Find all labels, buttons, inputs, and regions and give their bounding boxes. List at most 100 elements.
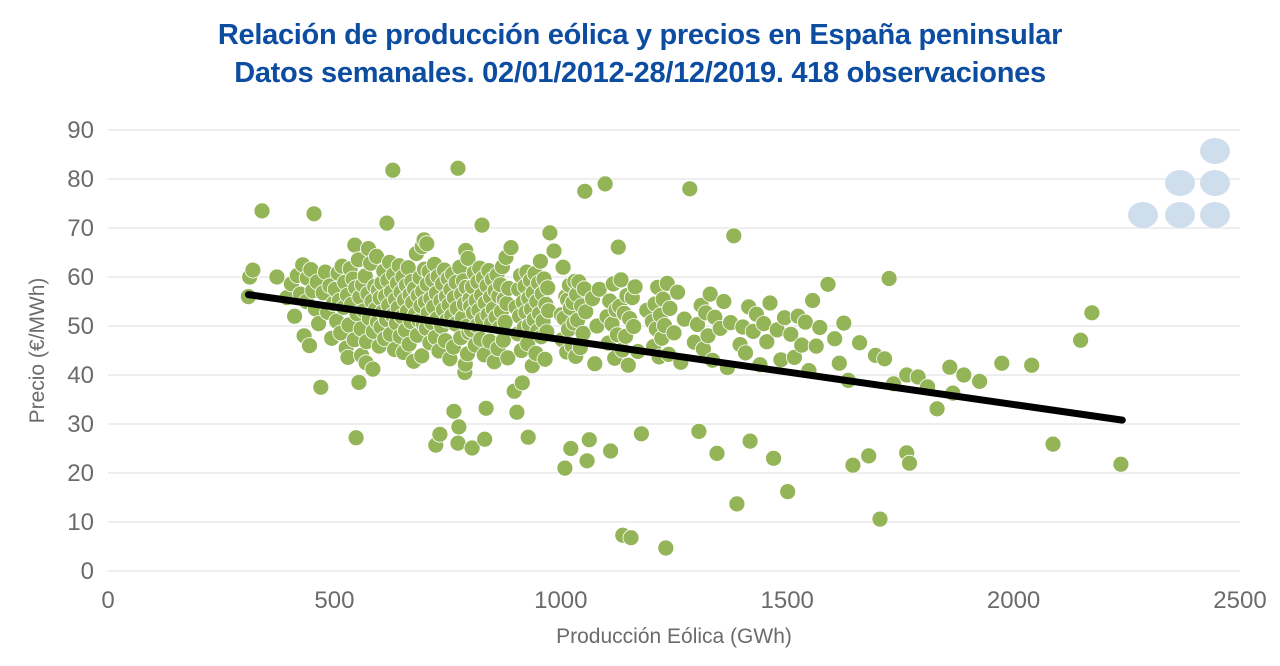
scatter-point xyxy=(880,270,898,287)
scatter-point xyxy=(577,303,595,321)
scatter-point xyxy=(851,334,868,352)
scatter-point xyxy=(364,360,382,378)
y-tick-label: 0 xyxy=(81,558,94,585)
scatter-point xyxy=(310,315,328,333)
scatter-point xyxy=(765,449,782,467)
y-axis-title: Precio (€/MWh) xyxy=(26,278,49,424)
scatter-point xyxy=(928,400,946,418)
scatter-point xyxy=(708,444,726,462)
scatter-point xyxy=(804,292,821,309)
scatter-point xyxy=(562,440,580,457)
scatter-point xyxy=(844,456,862,474)
scatter-point xyxy=(819,275,837,293)
x-tick-label: 0 xyxy=(101,587,114,614)
scatter-point xyxy=(971,372,988,390)
scatter-point xyxy=(576,182,594,200)
scatter-point xyxy=(1112,455,1130,473)
scatter-point xyxy=(715,293,733,310)
scatter-point xyxy=(955,366,973,384)
scatter-point xyxy=(619,356,637,374)
scatter-point xyxy=(586,355,604,373)
scatter-point xyxy=(871,510,889,528)
scatter-point xyxy=(807,337,825,355)
x-tick-label: 500 xyxy=(314,587,354,614)
scatter-point xyxy=(519,428,537,446)
scatter-point xyxy=(378,214,396,232)
scatter-point xyxy=(830,354,848,372)
scatter-point xyxy=(1044,435,1062,453)
scatter-point xyxy=(347,429,365,447)
logo-dot-icon xyxy=(1128,202,1158,228)
scatter-point xyxy=(779,483,797,501)
scatter-point xyxy=(286,307,304,325)
scatter-point xyxy=(661,299,679,317)
scatter-point xyxy=(657,539,675,557)
logo-dot-icon xyxy=(1165,202,1195,228)
x-tick-label: 1500 xyxy=(761,587,814,614)
scatter-point xyxy=(413,347,431,365)
scatter-point xyxy=(633,425,650,443)
scatter-point xyxy=(602,442,619,460)
scatter-point xyxy=(578,452,596,470)
scatter-point xyxy=(384,161,402,179)
scatter-point xyxy=(725,227,743,245)
scatter-point xyxy=(536,350,554,368)
scatter-point xyxy=(782,325,800,343)
scatter-point xyxy=(445,402,463,420)
x-axis-title: Producción Eólica (GWh) xyxy=(556,625,792,648)
scatter-point xyxy=(499,349,517,367)
scatter-point xyxy=(612,271,630,289)
scatter-point xyxy=(941,358,959,376)
scatter-point xyxy=(786,348,803,366)
scatter-point xyxy=(741,432,759,450)
y-tick-label: 10 xyxy=(67,509,94,536)
scatter-point xyxy=(580,431,598,449)
scatter-point xyxy=(459,249,477,267)
scatter-point xyxy=(876,350,893,368)
chart-title-line1: Relación de producción eólica y precios … xyxy=(217,19,1063,51)
scatter-point xyxy=(545,242,563,260)
scatter-point xyxy=(689,316,706,333)
scatter-point xyxy=(1072,331,1089,349)
chart-title: Relación de producción eólica y precios … xyxy=(0,16,1280,92)
scatter-point xyxy=(758,333,776,351)
logo-dot-icon xyxy=(1200,202,1230,228)
y-tick-label: 50 xyxy=(67,313,94,340)
scatter-point xyxy=(513,374,531,392)
scatter-point xyxy=(268,268,286,286)
x-tick-label: 2000 xyxy=(987,587,1040,614)
scatter-point xyxy=(901,454,918,472)
scatter-point xyxy=(350,373,368,391)
logo-dot-icon xyxy=(1165,170,1195,196)
scatter-point xyxy=(431,425,449,443)
scatter-point xyxy=(860,447,878,465)
scatter-point xyxy=(728,495,746,513)
scatter-point xyxy=(796,313,814,331)
scatter-point xyxy=(835,314,853,332)
y-tick-label: 90 xyxy=(67,117,94,144)
scatter-point xyxy=(532,252,549,270)
scatter-point xyxy=(993,354,1011,372)
scatter-point xyxy=(541,224,559,242)
scatter-point xyxy=(622,529,640,547)
scatter-point xyxy=(690,422,708,440)
y-tick-label: 70 xyxy=(67,215,94,242)
scatter-point xyxy=(737,344,754,362)
scatter-point xyxy=(502,239,520,257)
scatter-point xyxy=(699,327,717,345)
y-tick-label: 60 xyxy=(67,264,94,291)
y-tick-label: 80 xyxy=(67,166,94,193)
scatter-point xyxy=(305,205,323,223)
y-tick-label: 40 xyxy=(67,362,94,389)
scatter-point xyxy=(477,399,495,417)
scatter-point xyxy=(556,459,574,477)
scatter-point xyxy=(508,403,526,421)
scatter-point xyxy=(1023,356,1041,374)
scatter-point xyxy=(609,238,627,256)
scatter-point xyxy=(626,278,644,296)
scatter-point xyxy=(701,285,719,303)
scatter-point xyxy=(473,216,491,234)
scatter-point xyxy=(669,283,686,301)
logo-dot-icon xyxy=(1200,170,1230,196)
